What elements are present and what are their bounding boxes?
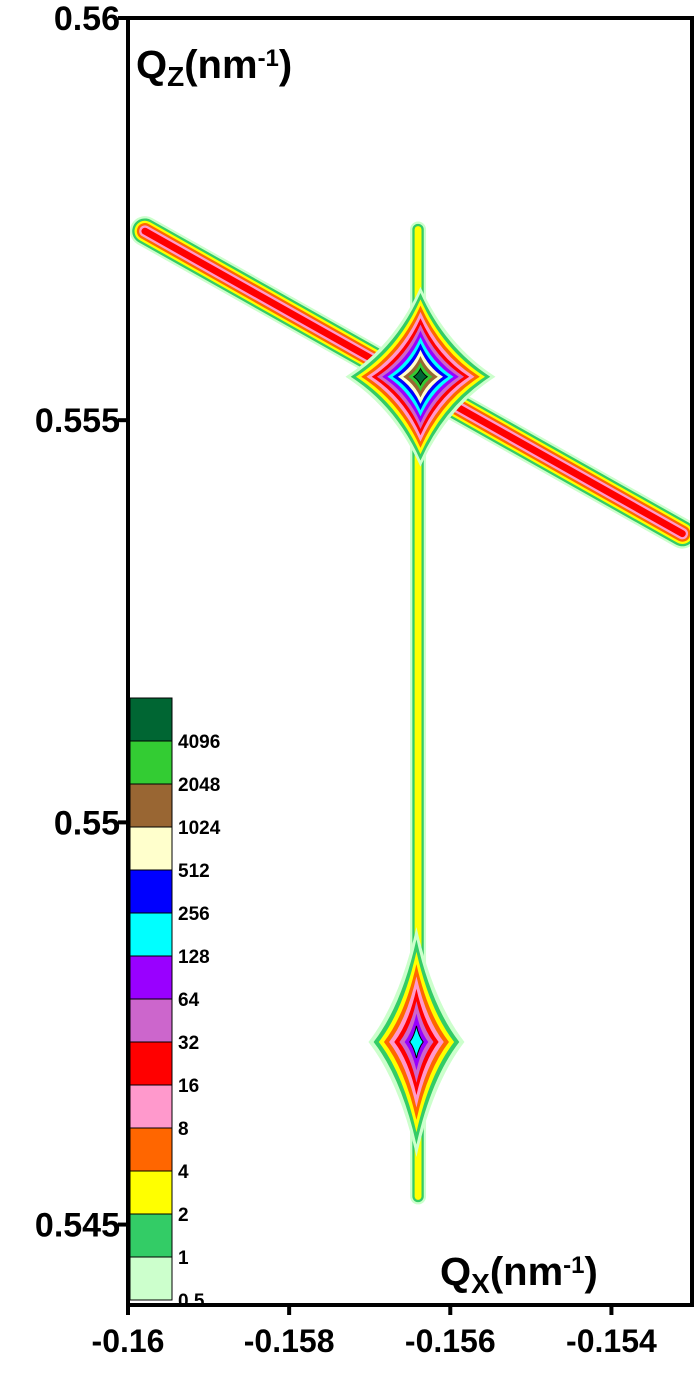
colorbar-swatch: [129, 1256, 173, 1301]
colorbar-swatch: [129, 826, 173, 871]
colorbar-label: 2048: [178, 775, 220, 796]
plot-area: [129, 216, 692, 1205]
colorbar-label: 4096: [178, 732, 220, 753]
x-axis-label-part: Q: [440, 1250, 471, 1294]
x-axis-label-part: -1: [563, 1252, 584, 1279]
y-axis-label-part: -1: [258, 45, 279, 72]
colorbar-label: 32: [178, 1033, 199, 1054]
x-tick-label: -0.154: [566, 1323, 657, 1359]
x-tick-label: -0.156: [405, 1323, 496, 1359]
y-axis-label-part: Z: [167, 61, 184, 92]
y-tick-label: 0.55: [54, 804, 120, 842]
colorbar-swatch: [129, 1041, 173, 1086]
plot-frame: [126, 16, 694, 1307]
y-axis-label-part: Q: [136, 43, 167, 87]
colorbar-swatch: [129, 783, 173, 828]
colorbar-label: 8: [178, 1119, 189, 1140]
x-tick-label: -0.158: [244, 1323, 335, 1359]
y-axis-label-part: ): [279, 43, 292, 87]
colorbar-swatch: [129, 697, 173, 742]
colorbar-label: 2: [178, 1205, 189, 1226]
colorbar-label: 1: [178, 1248, 189, 1269]
peak-contour: [409, 1025, 424, 1059]
colorbar-label: 256: [178, 904, 210, 925]
colorbar-swatch: [129, 740, 173, 785]
y-axis-label: QZ(nm-1): [136, 43, 292, 92]
y-tick-label: 0.545: [35, 1207, 120, 1245]
y-tick-label: 0.56: [54, 0, 120, 38]
colorbar-label: 16: [178, 1076, 199, 1097]
y-tick-label: 0.555: [35, 402, 120, 440]
x-axis-label-part: (nm: [490, 1250, 563, 1294]
x-tick-label: -0.16: [92, 1323, 165, 1359]
x-axis-label: QX(nm-1): [440, 1250, 598, 1299]
colorbar-swatch: [129, 912, 173, 957]
colorbar-swatch: [129, 1084, 173, 1129]
colorbar-label: 512: [178, 861, 210, 882]
colorbar-swatch: [129, 1213, 173, 1258]
colorbar-label: 4: [178, 1162, 189, 1183]
colorbar-label: 128: [178, 947, 210, 968]
x-axis-label-part: X: [471, 1268, 490, 1299]
colorbar-label: 0.5: [178, 1291, 205, 1312]
peak-contour: [412, 367, 429, 387]
x-axis-label-part: ): [584, 1250, 597, 1294]
colorbar-swatch: [129, 1127, 173, 1172]
colorbar-swatch: [129, 955, 173, 1000]
colorbar-swatch: [129, 1170, 173, 1215]
colorbar-swatch: [129, 869, 173, 914]
axes: -0.16 -0.158 -0.156 -0.154 0.545 0.55 0.555 0.5…: [35, 0, 657, 1359]
colorbar-swatch: [129, 998, 173, 1043]
colorbar-label: 64: [178, 990, 200, 1011]
y-axis-label-part: (nm: [184, 43, 257, 87]
colorbar-label: 1024: [178, 818, 221, 839]
